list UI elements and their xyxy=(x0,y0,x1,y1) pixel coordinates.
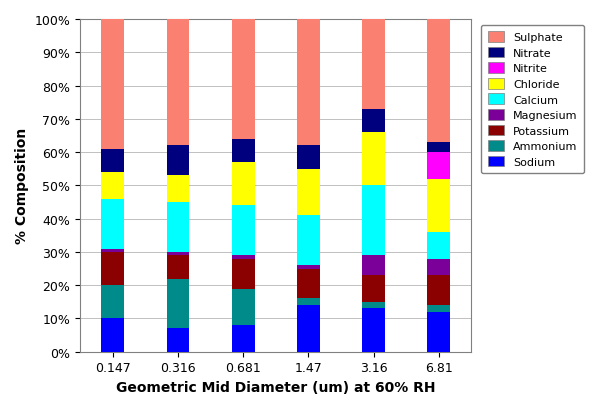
Bar xyxy=(362,309,385,352)
Bar xyxy=(362,20,385,110)
Bar xyxy=(167,20,190,146)
Bar xyxy=(101,252,124,285)
Bar xyxy=(232,163,254,206)
Bar xyxy=(232,139,254,163)
Bar xyxy=(427,179,450,232)
Bar xyxy=(232,256,254,259)
Bar xyxy=(427,143,450,153)
Bar xyxy=(101,149,124,173)
Bar xyxy=(427,232,450,259)
Bar xyxy=(167,328,190,352)
X-axis label: Geometric Mid Diameter (um) at 60% RH: Geometric Mid Diameter (um) at 60% RH xyxy=(116,380,436,394)
Y-axis label: % Composition: % Composition xyxy=(15,128,29,244)
Bar xyxy=(297,299,320,306)
Bar xyxy=(297,306,320,352)
Bar xyxy=(167,252,190,256)
Bar xyxy=(232,325,254,352)
Bar xyxy=(101,319,124,352)
Bar xyxy=(167,202,190,252)
Bar xyxy=(427,153,450,179)
Bar xyxy=(167,279,190,328)
Bar xyxy=(297,169,320,216)
Bar xyxy=(297,146,320,169)
Bar xyxy=(362,110,385,133)
Bar xyxy=(101,249,124,252)
Bar xyxy=(101,173,124,199)
Bar xyxy=(362,276,385,302)
Bar xyxy=(297,269,320,299)
Bar xyxy=(427,20,450,143)
Bar xyxy=(362,133,385,186)
Bar xyxy=(427,259,450,276)
Bar xyxy=(232,20,254,139)
Bar xyxy=(427,306,450,312)
Bar xyxy=(427,312,450,352)
Bar xyxy=(101,20,124,149)
Bar xyxy=(362,256,385,276)
Bar xyxy=(362,186,385,256)
Bar xyxy=(297,216,320,265)
Bar xyxy=(232,206,254,256)
Bar xyxy=(232,289,254,325)
Bar xyxy=(167,146,190,176)
Bar xyxy=(167,176,190,202)
Bar xyxy=(297,265,320,269)
Bar xyxy=(101,199,124,249)
Bar xyxy=(362,302,385,309)
Bar xyxy=(101,285,124,319)
Bar xyxy=(232,259,254,289)
Bar xyxy=(297,20,320,146)
Legend: Sulphate, Nitrate, Nitrite, Chloride, Calcium, Magnesium, Potassium, Ammonium, S: Sulphate, Nitrate, Nitrite, Chloride, Ca… xyxy=(481,25,584,174)
Bar xyxy=(427,276,450,306)
Bar xyxy=(167,256,190,279)
